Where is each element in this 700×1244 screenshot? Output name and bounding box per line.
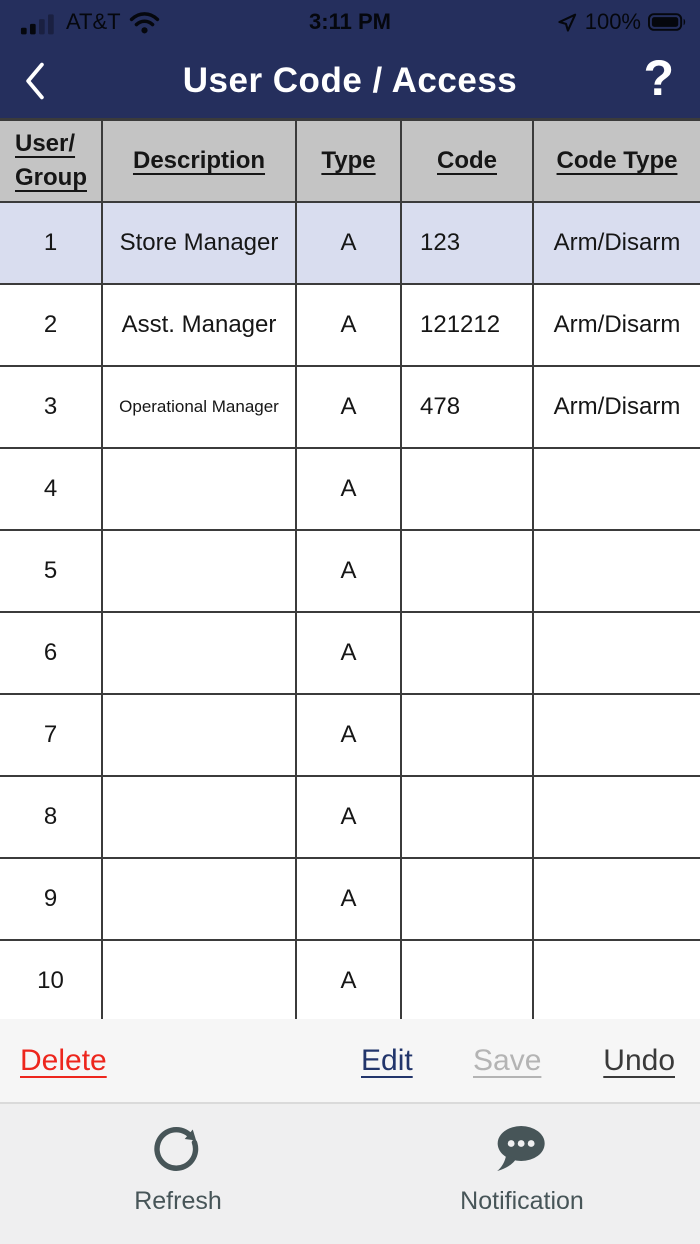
chevron-left-icon: [24, 62, 46, 100]
cell-code-type: Arm/Disarm: [534, 367, 700, 449]
header-code[interactable]: Code: [402, 121, 534, 203]
cell-code: [402, 941, 534, 1019]
cell-code: 121212: [402, 285, 534, 367]
cell-description: [103, 531, 297, 613]
cell-code-type: [534, 695, 700, 777]
table-row-8[interactable]: 8 A: [0, 777, 700, 859]
cell-code: [402, 531, 534, 613]
cell-code-type: [534, 941, 700, 1019]
cell-type: A: [297, 531, 402, 613]
time-label: 3:11 PM: [309, 9, 391, 34]
refresh-button[interactable]: Refresh: [134, 1122, 222, 1216]
cell-user: 7: [0, 695, 103, 777]
edit-toolbar: Delete Edit Save Undo: [0, 1019, 700, 1104]
cellular-signal-icon: [20, 9, 58, 35]
back-button[interactable]: [24, 62, 46, 100]
location-arrow-icon: [557, 12, 578, 33]
bottom-bar: Refresh Notification: [0, 1106, 700, 1244]
cell-description: [103, 859, 297, 941]
nav-bar: User Code / Access ?: [0, 44, 700, 118]
header-code-type[interactable]: Code Type: [534, 121, 700, 203]
wifi-icon: [129, 11, 160, 34]
cell-description: [103, 613, 297, 695]
cell-code: [402, 777, 534, 859]
table-row-3[interactable]: 3 Operational Manager A 478 Arm/Disarm: [0, 367, 700, 449]
notification-label: Notification: [460, 1187, 584, 1215]
cell-type: A: [297, 859, 402, 941]
cell-user: 5: [0, 531, 103, 613]
header-type[interactable]: Type: [297, 121, 402, 203]
cell-user: 4: [0, 449, 103, 531]
cell-description: Operational Manager: [103, 367, 297, 449]
cell-user: 3: [0, 367, 103, 449]
cell-code-type: [534, 531, 700, 613]
cell-code: [402, 613, 534, 695]
cell-description: [103, 777, 297, 859]
battery-icon: [648, 12, 688, 32]
cell-description: [103, 941, 297, 1019]
cell-type: A: [297, 777, 402, 859]
battery-percent-label: 100%: [584, 9, 641, 34]
notification-button[interactable]: Notification: [460, 1122, 584, 1216]
speech-bubble-icon: [493, 1122, 551, 1176]
table-row-6[interactable]: 6 A: [0, 613, 700, 695]
cell-code: [402, 695, 534, 777]
cell-code: [402, 449, 534, 531]
table-row-10[interactable]: 10 A: [0, 941, 700, 1019]
cell-description: Asst. Manager: [103, 285, 297, 367]
cell-user: 9: [0, 859, 103, 941]
cell-code: 478: [402, 367, 534, 449]
status-bar: AT&T 3:11 PM 100%: [0, 0, 700, 44]
table-row-5[interactable]: 5 A: [0, 531, 700, 613]
delete-button[interactable]: Delete: [20, 1043, 107, 1077]
cell-user: 6: [0, 613, 103, 695]
status-left-cluster: AT&T: [0, 9, 160, 35]
table-row-1[interactable]: 1 Store Manager A 123 Arm/Disarm: [0, 203, 700, 285]
user-code-table: User/ Group Description Type Code Code T…: [0, 118, 700, 1019]
page-title: User Code / Access: [182, 61, 518, 100]
table-row-7[interactable]: 7 A: [0, 695, 700, 777]
table-header-row: User/ Group Description Type Code Code T…: [0, 121, 700, 203]
status-right-cluster: 100%: [557, 9, 700, 35]
cell-type: A: [297, 367, 402, 449]
cell-type: A: [297, 285, 402, 367]
carrier-label: AT&T: [66, 9, 121, 34]
cell-description: [103, 449, 297, 531]
cell-type: A: [297, 695, 402, 777]
refresh-label: Refresh: [134, 1187, 222, 1215]
cell-user: 8: [0, 777, 103, 859]
cell-user: 10: [0, 941, 103, 1019]
refresh-icon: [150, 1122, 206, 1176]
cell-user: 1: [0, 203, 103, 285]
save-button[interactable]: Save: [473, 1043, 542, 1077]
undo-button[interactable]: Undo: [603, 1043, 675, 1077]
cell-type: A: [297, 449, 402, 531]
table-row-2[interactable]: 2 Asst. Manager A 121212 Arm/Disarm: [0, 285, 700, 367]
cell-user: 2: [0, 285, 103, 367]
cell-code-type: Arm/Disarm: [534, 285, 700, 367]
table-row-4[interactable]: 4 A: [0, 449, 700, 531]
cell-type: A: [297, 941, 402, 1019]
cell-code-type: Arm/Disarm: [534, 203, 700, 285]
cell-code-type: [534, 859, 700, 941]
cell-code-type: [534, 777, 700, 859]
cell-description: Store Manager: [103, 203, 297, 285]
cell-code: 123: [402, 203, 534, 285]
table-row-9[interactable]: 9 A: [0, 859, 700, 941]
header-user-group[interactable]: User/ Group: [0, 121, 103, 203]
edit-button[interactable]: Edit: [361, 1043, 413, 1077]
cell-type: A: [297, 613, 402, 695]
cell-type: A: [297, 203, 402, 285]
header-description[interactable]: Description: [103, 121, 297, 203]
cell-code-type: [534, 613, 700, 695]
help-button[interactable]: ?: [643, 50, 674, 107]
cell-code: [402, 859, 534, 941]
cell-description: [103, 695, 297, 777]
cell-code-type: [534, 449, 700, 531]
